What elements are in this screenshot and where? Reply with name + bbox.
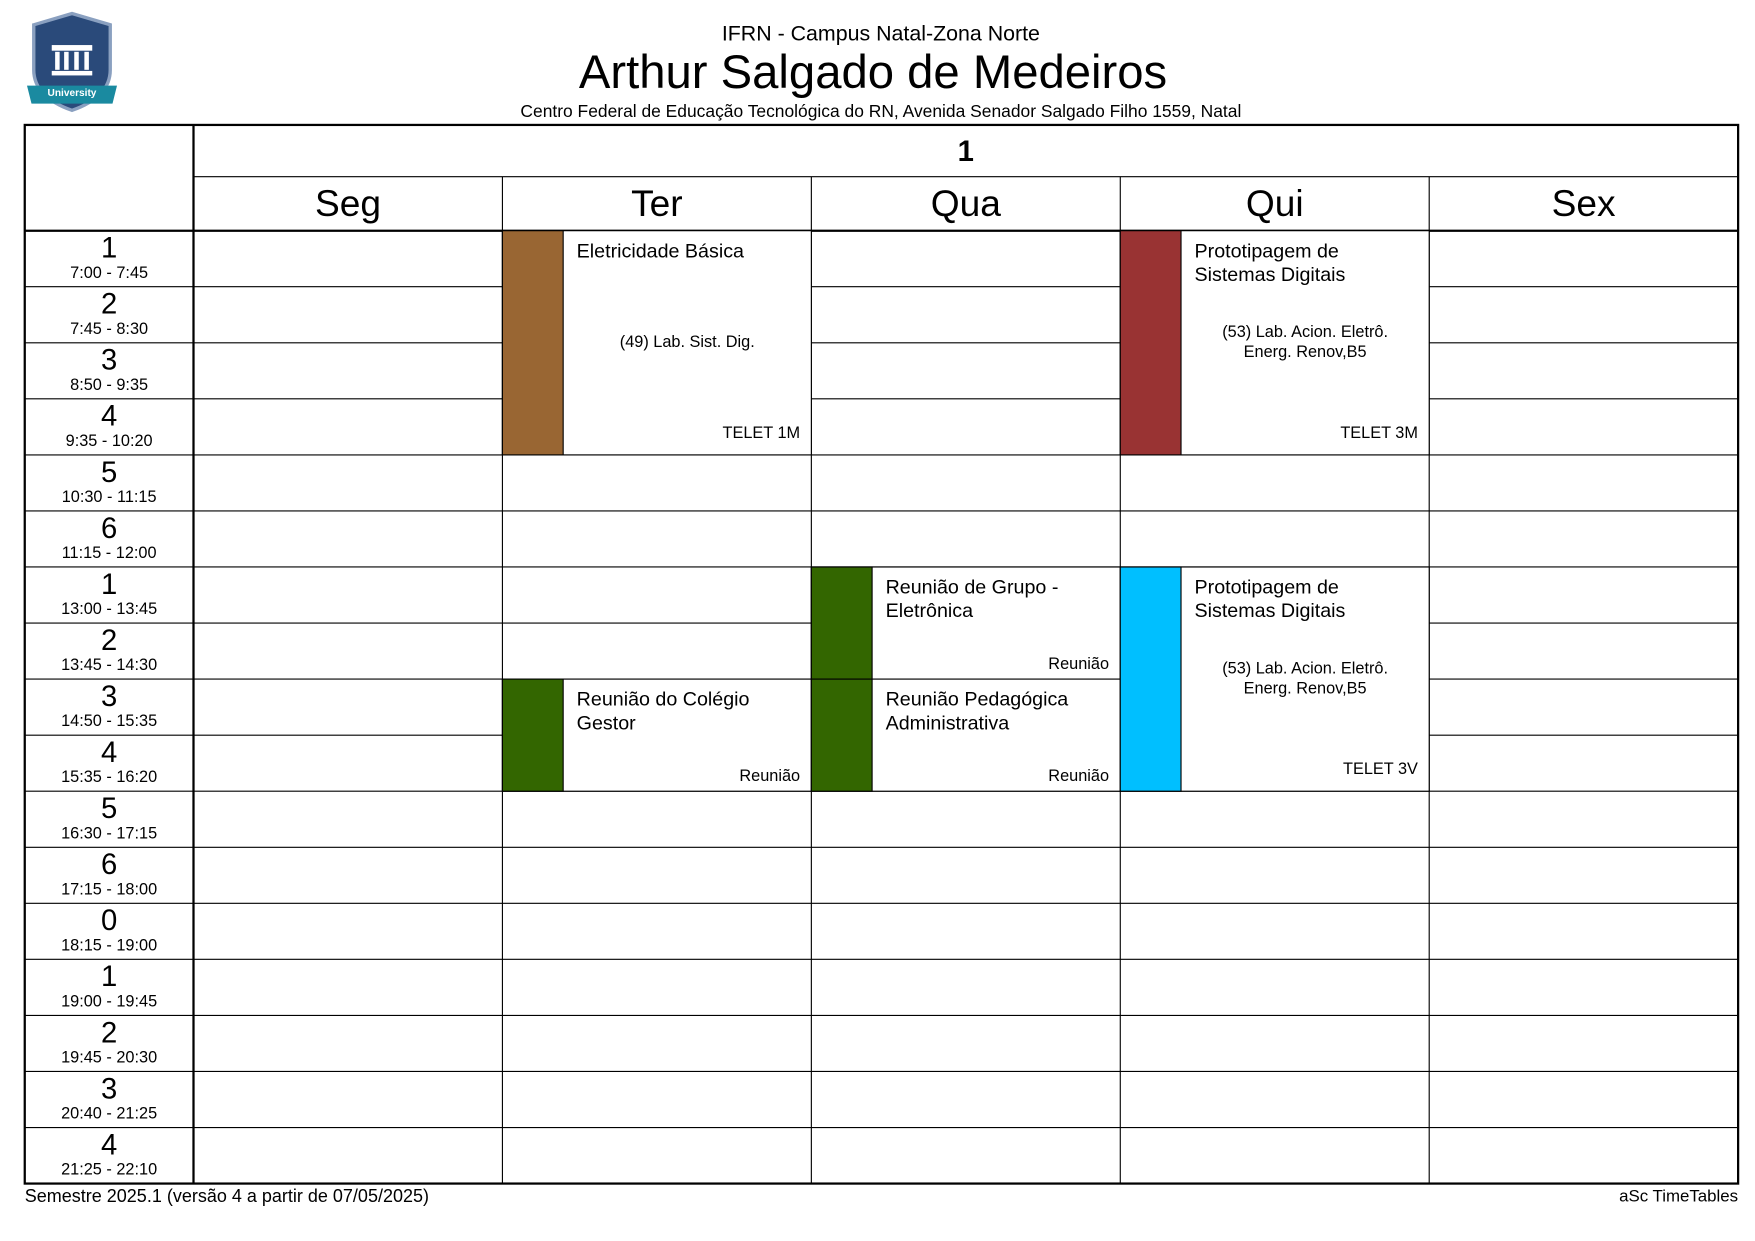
period-number: 2	[101, 625, 117, 657]
lesson-color	[810, 566, 873, 680]
address: Centro Federal de Educação Tecnológica d…	[520, 101, 1241, 121]
period-time: 20:40 - 21:25	[61, 1105, 157, 1123]
period-time: 7:45 - 8:30	[70, 320, 148, 338]
period-number: 6	[101, 849, 117, 881]
period-time: 14:50 - 15:35	[61, 712, 157, 730]
logo-base	[51, 70, 93, 76]
logo-ribbon	[27, 85, 117, 104]
period-time: 11:15 - 12:00	[62, 544, 157, 562]
footer-left: Semestre 2025.1 (versão 4 a partir de 07…	[25, 1186, 429, 1206]
period-time: 7:00 - 7:45	[70, 264, 148, 282]
period-number: 3	[101, 681, 117, 713]
period-time: 13:45 - 14:30	[61, 656, 157, 674]
period-number: 3	[101, 345, 117, 377]
lesson-group: TELET 3V	[1343, 760, 1418, 778]
period-time: 18:15 - 19:00	[61, 936, 157, 954]
lesson-subject: Reunião Pedagógica	[886, 689, 1069, 711]
institution: IFRN - Campus Natal-Zona Norte	[722, 22, 1040, 46]
period-number: 5	[101, 457, 117, 489]
lesson-subject: Eletrônica	[886, 600, 974, 622]
lesson-subject: Prototipagem de	[1195, 577, 1339, 599]
teacher-name: Arthur Salgado de Medeiros	[579, 46, 1167, 99]
period-number: 1	[101, 961, 117, 993]
logo: University	[27, 11, 117, 113]
lesson-group: Reunião	[739, 767, 800, 785]
period-time: 8:50 - 9:35	[70, 376, 148, 394]
logo-text: University	[48, 88, 97, 99]
period-number: 1	[101, 233, 117, 265]
day-header: Seg	[315, 182, 381, 224]
lesson-room: Energ. Renov,B5	[1244, 343, 1367, 361]
lesson-subject: Prototipagem de	[1195, 240, 1339, 262]
period-time: 10:30 - 11:15	[62, 488, 157, 506]
footer-right: aSc TimeTables	[1619, 1187, 1738, 1206]
period-number: 0	[101, 905, 117, 937]
day-header: Qui	[1246, 182, 1304, 224]
period-time: 9:35 - 10:20	[66, 432, 153, 450]
lesson-color	[1119, 230, 1182, 456]
period-number: 1	[101, 569, 117, 601]
period-number: 5	[101, 793, 117, 825]
lesson-color	[501, 678, 564, 792]
period-number: 4	[101, 401, 117, 433]
period-time: 17:15 - 18:00	[61, 880, 157, 898]
lesson-subject: Reunião do Colégio	[577, 689, 750, 711]
period-time: 19:00 - 19:45	[61, 992, 157, 1010]
lesson-group: Reunião	[1048, 767, 1109, 785]
lesson-room: (53) Lab. Acion. Eletrô.	[1222, 659, 1388, 677]
lesson-subject: Sistemas Digitais	[1195, 264, 1346, 286]
lesson-room: Energ. Renov,B5	[1244, 680, 1367, 698]
period-time: 15:35 - 16:20	[61, 768, 157, 786]
logo-column	[74, 51, 79, 70]
lesson-subject: Administrativa	[886, 712, 1010, 734]
period-time: 19:45 - 20:30	[61, 1048, 157, 1066]
table-border	[23, 123, 1740, 1185]
period-number: 3	[101, 1073, 117, 1105]
lesson-subject: Eletricidade Básica	[577, 240, 744, 262]
period-time: 21:25 - 22:10	[61, 1161, 157, 1179]
lesson-room: (49) Lab. Sist. Dig.	[620, 333, 755, 351]
lesson-color	[501, 230, 564, 456]
period-number: 6	[101, 513, 117, 545]
period-number: 2	[101, 289, 117, 321]
lesson-room: (53) Lab. Acion. Eletrô.	[1222, 323, 1388, 341]
lesson-subject: Reunião de Grupo -	[886, 577, 1059, 599]
period-number: 4	[101, 737, 117, 769]
lesson-group: TELET 3M	[1340, 424, 1418, 442]
lesson-group: Reunião	[1048, 655, 1109, 673]
lesson-color	[810, 678, 873, 792]
week-label: 1	[958, 136, 974, 168]
day-header: Qua	[931, 182, 1002, 224]
period-number: 2	[101, 1017, 117, 1049]
logo-column	[64, 51, 69, 70]
logo-column	[55, 51, 60, 70]
lesson-color	[1119, 566, 1182, 792]
period-time: 13:00 - 13:45	[61, 600, 157, 618]
lesson-group: TELET 1M	[723, 424, 801, 442]
period-number: 4	[101, 1129, 117, 1161]
lesson-subject: Sistemas Digitais	[1195, 600, 1346, 622]
period-time: 16:30 - 17:15	[61, 824, 157, 842]
logo-roof	[51, 45, 93, 51]
logo-column	[84, 51, 89, 70]
lesson-subject: Gestor	[577, 712, 636, 734]
day-header: Ter	[631, 182, 683, 224]
day-header: Sex	[1552, 182, 1616, 224]
